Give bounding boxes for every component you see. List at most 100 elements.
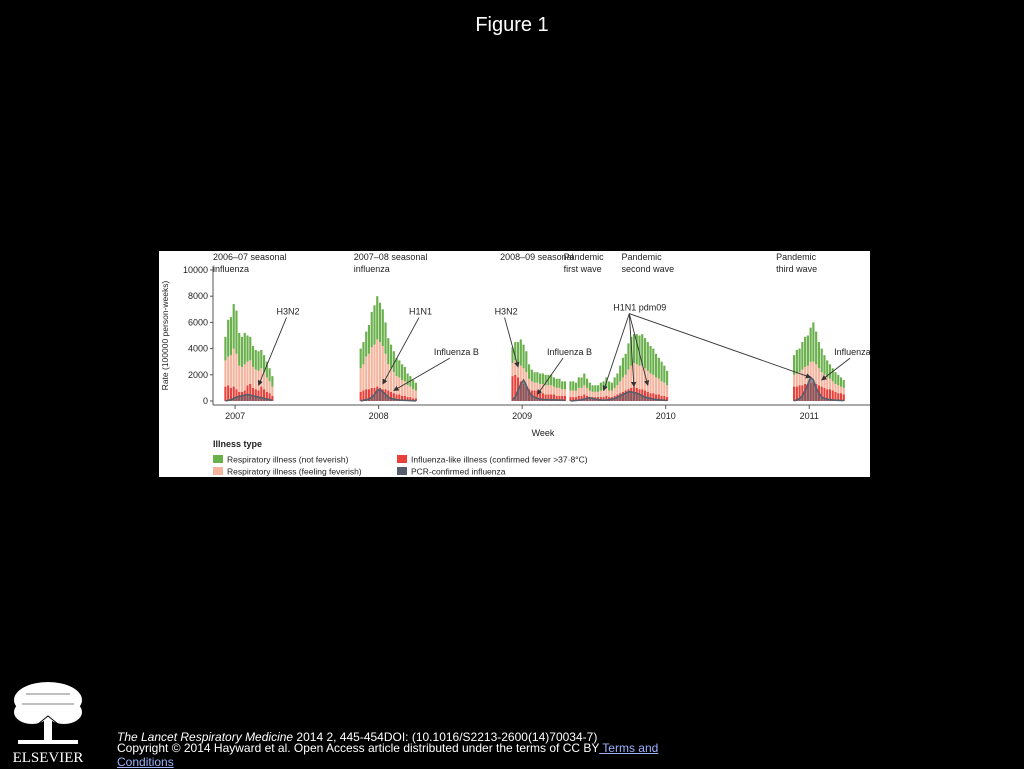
bar-feeling-feverish	[602, 390, 605, 398]
bar-ili	[646, 391, 649, 401]
bar-ili	[271, 395, 274, 401]
period-label-line2: influenza	[213, 264, 249, 274]
strain-label: H3N2	[495, 307, 518, 317]
bar-feeling-feverish	[563, 389, 567, 396]
bar-ili	[657, 394, 660, 401]
bar-not-feverish	[619, 365, 622, 382]
bar-ili	[392, 393, 395, 401]
bar-not-feverish	[384, 322, 387, 354]
bar-not-feverish	[395, 357, 398, 377]
pcr-line	[570, 391, 668, 402]
bar-not-feverish	[367, 325, 371, 354]
x-tick-label: 2009	[512, 411, 532, 421]
bar-feeling-feverish	[249, 360, 252, 384]
bar-feeling-feverish	[597, 391, 600, 398]
strain-label: Influenza B	[434, 347, 479, 357]
bar-feeling-feverish	[516, 363, 520, 378]
bar-not-feverish	[574, 382, 578, 391]
bar-feeling-feverish	[387, 364, 390, 391]
bar-ili	[837, 393, 840, 401]
bar-ili	[232, 386, 235, 401]
bar-feeling-feverish	[401, 380, 404, 396]
bar-not-feverish	[801, 342, 804, 370]
legend-swatch-pcr	[397, 467, 407, 475]
bar-feeling-feverish	[798, 372, 801, 386]
bar-not-feverish	[577, 377, 580, 388]
strain-arrow	[536, 357, 564, 396]
bar-not-feverish	[398, 360, 401, 378]
bar-not-feverish	[558, 378, 561, 388]
bar-feeling-feverish	[654, 377, 658, 395]
bar-not-feverish	[235, 310, 238, 354]
bar-ili	[569, 397, 572, 401]
strain-label: H1N1 pdm09	[613, 303, 666, 313]
bar-not-feverish	[387, 338, 390, 365]
bar-feeling-feverish	[541, 383, 544, 394]
bar-ili	[842, 394, 845, 401]
bar-not-feverish	[580, 377, 583, 388]
bar-feeling-feverish	[511, 363, 514, 377]
bar-not-feverish	[572, 381, 575, 391]
terms-link[interactable]: Terms and Conditions	[117, 741, 659, 769]
bar-not-feverish	[842, 380, 845, 388]
bar-feeling-feverish	[362, 364, 365, 391]
bar-ili	[572, 397, 575, 401]
strain-label: H1N1	[409, 307, 432, 317]
bar-not-feverish	[254, 349, 257, 370]
bar-not-feverish	[839, 377, 843, 387]
bar-feeling-feverish	[558, 387, 561, 396]
bar-not-feverish	[533, 372, 536, 383]
bar-feeling-feverish	[663, 382, 666, 396]
bar-ili	[654, 394, 658, 401]
bar-feeling-feverish	[842, 387, 845, 395]
bar-not-feverish	[539, 373, 542, 384]
legend-label: Respiratory illness (not feverish)	[227, 455, 349, 465]
bar-feeling-feverish	[652, 374, 655, 394]
bar-not-feverish	[376, 296, 379, 340]
bar-not-feverish	[365, 331, 368, 357]
bar-ili	[268, 393, 271, 401]
bar-ili	[362, 390, 365, 401]
bar-ili	[652, 393, 655, 401]
pcr-area	[794, 377, 844, 401]
bar-ili	[403, 395, 406, 401]
bar-feeling-feverish	[550, 385, 553, 395]
bar-ili	[605, 395, 608, 401]
bar-feeling-feverish	[574, 390, 578, 398]
bar-not-feverish	[831, 368, 834, 382]
bar-not-feverish	[627, 343, 630, 370]
y-tick-label: 2000	[188, 370, 208, 380]
bar-ili	[563, 395, 567, 401]
bar-ili	[643, 390, 647, 401]
bar-feeling-feverish	[235, 353, 238, 390]
bar-not-feverish	[599, 382, 602, 391]
bar-ili	[260, 386, 263, 401]
bar-not-feverish	[638, 335, 641, 366]
bar-feeling-feverish	[817, 368, 821, 386]
bar-feeling-feverish	[376, 339, 379, 387]
bar-not-feverish	[820, 348, 823, 373]
bar-not-feverish	[608, 381, 611, 391]
bar-feeling-feverish	[795, 373, 798, 387]
copyright-notice: Copyright © 2014 Hayward et al. Open Acc…	[117, 741, 717, 769]
bar-ili	[409, 397, 412, 401]
bar-not-feverish	[229, 317, 233, 356]
bar-not-feverish	[660, 361, 663, 382]
bar-not-feverish	[412, 380, 415, 390]
pcr-area	[570, 391, 668, 401]
pcr-line	[793, 376, 844, 402]
bar-feeling-feverish	[519, 365, 522, 382]
bar-ili	[660, 395, 663, 401]
bar-feeling-feverish	[224, 360, 227, 387]
period-label: Pandemic	[622, 252, 663, 262]
bar-not-feverish	[249, 336, 252, 361]
bar-not-feverish	[530, 369, 533, 382]
bar-feeling-feverish	[412, 389, 415, 399]
bar-not-feverish	[519, 339, 522, 366]
bar-feeling-feverish	[632, 363, 636, 387]
bar-not-feverish	[227, 319, 230, 357]
bar-feeling-feverish	[616, 385, 619, 395]
period-label: 2006–07 seasonal	[213, 252, 287, 262]
bar-ili	[663, 395, 666, 401]
bar-ili	[533, 390, 536, 401]
